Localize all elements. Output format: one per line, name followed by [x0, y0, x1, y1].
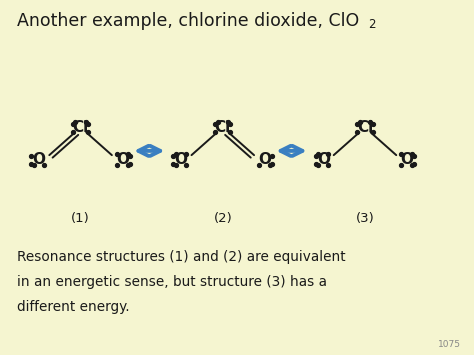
Text: 2: 2: [368, 18, 375, 32]
Text: O: O: [32, 152, 46, 167]
Text: Cl: Cl: [215, 120, 231, 135]
Text: O: O: [116, 152, 129, 167]
Text: 1075: 1075: [438, 340, 461, 349]
Text: different energy.: different energy.: [17, 300, 129, 314]
Text: (3): (3): [356, 212, 374, 225]
Text: (1): (1): [71, 212, 90, 225]
Text: O: O: [317, 152, 330, 167]
Text: O: O: [258, 152, 271, 167]
Text: Another example, chlorine dioxide, ClO: Another example, chlorine dioxide, ClO: [17, 12, 359, 31]
Text: in an energetic sense, but structure (3) has a: in an energetic sense, but structure (3)…: [17, 275, 327, 289]
Text: O: O: [174, 152, 188, 167]
Text: (2): (2): [213, 212, 232, 225]
Text: Resonance structures (1) and (2) are equivalent: Resonance structures (1) and (2) are equ…: [17, 250, 345, 264]
Text: Cl: Cl: [73, 120, 89, 135]
Text: Cl: Cl: [357, 120, 373, 135]
Text: O: O: [400, 152, 413, 167]
